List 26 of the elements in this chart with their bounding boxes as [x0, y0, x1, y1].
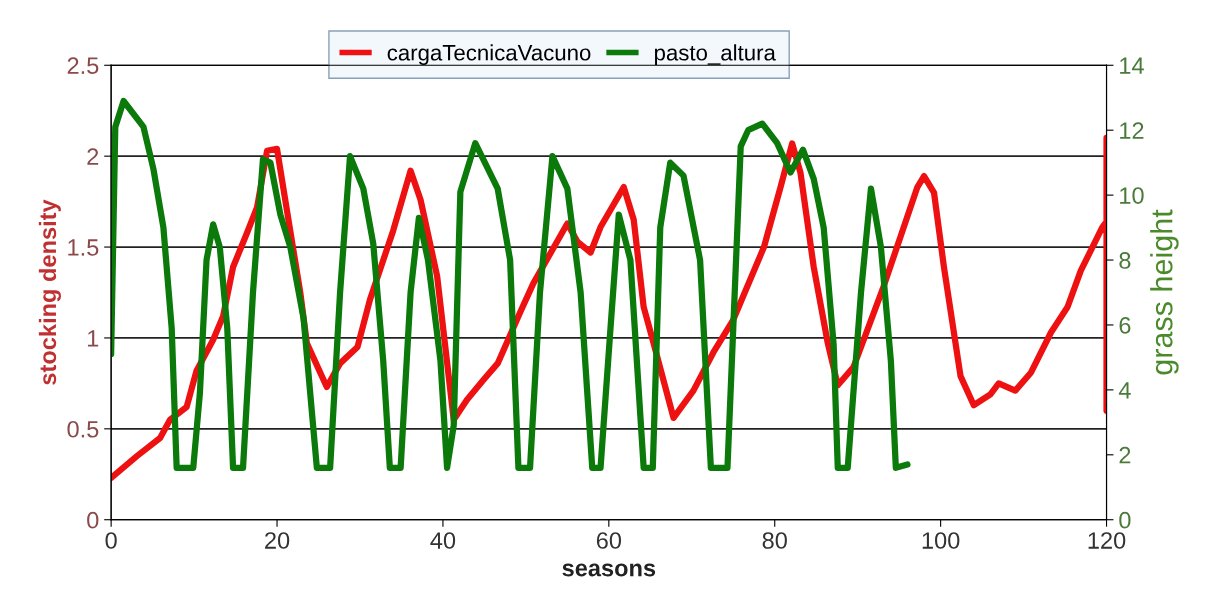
y2-tick-label: 2: [1119, 446, 1131, 464]
y-tick-label: 0: [87, 511, 99, 529]
y-tick-label: 2: [87, 148, 99, 165]
x-tick-label: 120: [1088, 532, 1126, 549]
y-tick-label: 0.5: [67, 420, 99, 438]
y2-tick-label: 14: [1120, 57, 1144, 74]
y2-tick-label: 8: [1119, 252, 1131, 269]
x-axis-title: seasons: [562, 563, 656, 577]
y2-tick-label: 10: [1120, 187, 1144, 204]
x-tick-label: 20: [265, 532, 290, 549]
legend-label: pasto_altura: [655, 44, 776, 65]
y2-tick-label: 4: [1118, 382, 1131, 399]
x-tick-label: 100: [922, 532, 960, 549]
y-tick-label: 2.5: [67, 57, 99, 75]
y2-tick-label: 6: [1119, 317, 1131, 334]
x-tick-label: 40: [430, 532, 456, 549]
x-tick-label: 80: [762, 532, 787, 549]
y2-axis-title: grass height: [1150, 209, 1179, 375]
y2-tick-label: 12: [1120, 122, 1144, 139]
y2-tick-label: 0: [1119, 511, 1131, 529]
y-axis-title: stocking density: [38, 199, 61, 385]
x-tick-label: 0: [105, 532, 117, 549]
y-tick-label: 1.5: [68, 239, 99, 256]
y-tick-label: 1: [88, 330, 99, 347]
x-tick-label: 60: [596, 532, 622, 549]
legend-label: cargaTecnicaVacuno: [387, 44, 591, 65]
